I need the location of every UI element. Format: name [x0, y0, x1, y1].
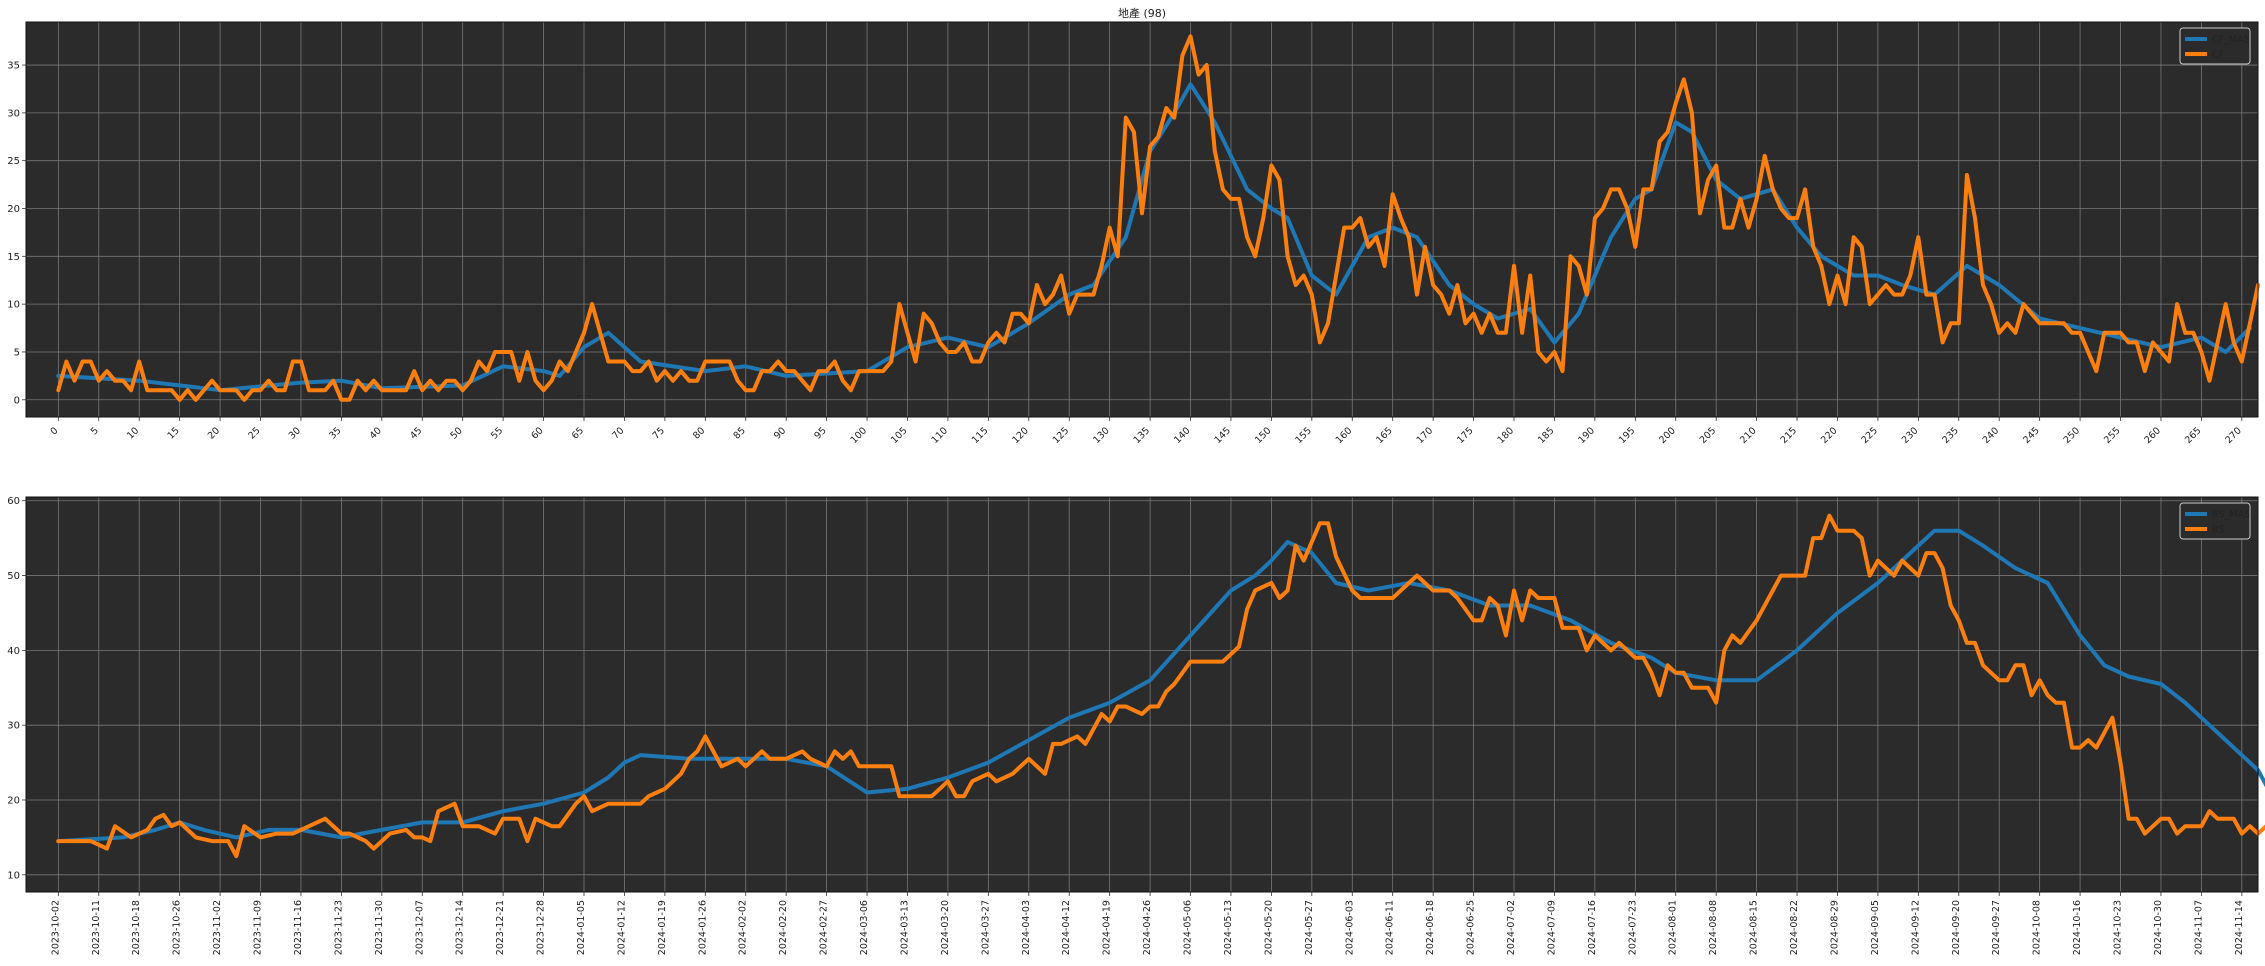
x-tick-label: 2023-11-30	[374, 900, 385, 955]
x-tick-label: 2024-03-20	[940, 900, 951, 955]
x-tick-label: 2024-11-07	[2193, 900, 2204, 955]
x-tick-label: 2024-05-27	[1304, 900, 1315, 955]
x-tick-label: 2023-12-28	[536, 900, 547, 955]
series-line-cf	[56, 34, 2260, 402]
x-tick-label: 2024-09-05	[1870, 900, 1881, 955]
series-line-rs	[56, 513, 2265, 859]
x-tick-label: 2023-11-02	[212, 900, 223, 955]
legend-label: CF_MA5	[2212, 35, 2250, 46]
x-tick-label: 2024-01-12	[616, 900, 627, 955]
x-tick-label: 2024-06-18	[1425, 900, 1436, 955]
x-tick-label: 2024-04-03	[1021, 900, 1032, 955]
x-tick-label: 2024-02-02	[738, 900, 749, 955]
x-tick-label: 2024-04-12	[1061, 900, 1072, 955]
x-tick-label: 2024-04-19	[1102, 900, 1113, 955]
x-tick-label: 2023-11-09	[253, 900, 264, 955]
x-tick-label: 2024-03-13	[899, 900, 910, 955]
y-tick-label: 20	[7, 204, 20, 215]
plot-area	[26, 22, 2258, 417]
x-tick-label: 2024-06-03	[1344, 900, 1355, 955]
x-tick-label: 2024-10-30	[2153, 900, 2164, 955]
y-tick-label: 5	[14, 347, 20, 358]
x-tick-label: 2024-05-20	[1263, 900, 1274, 955]
x-tick-label: 2024-01-26	[697, 900, 708, 955]
x-tick-label: 2023-10-11	[91, 900, 102, 955]
x-tick-label: 2024-07-09	[1546, 900, 1557, 955]
x-tick-label: 2023-11-23	[333, 900, 344, 955]
x-tick-label: 2024-05-06	[1183, 900, 1194, 955]
y-tick-label: 20	[7, 795, 20, 806]
x-tick-label: 2023-10-02	[50, 900, 61, 955]
series-line-cf-ma5	[56, 82, 2252, 393]
legend-label: RS	[2212, 525, 2225, 536]
x-tick-label: 2024-02-20	[778, 900, 789, 955]
x-tick-label: 2023-11-16	[293, 900, 304, 955]
y-tick-label: 25	[7, 156, 20, 167]
x-tick-label: 2024-08-22	[1789, 900, 1800, 955]
y-tick-label: 30	[7, 108, 20, 119]
x-tick-label: 2024-05-13	[1223, 900, 1234, 955]
x-tick-label: 2024-09-27	[1991, 900, 2002, 955]
x-tick-label: 2024-07-23	[1627, 900, 1638, 955]
x-tick-label: 2024-03-06	[859, 900, 870, 955]
x-tick-label: 2024-06-11	[1385, 900, 1396, 955]
x-tick-label: 2024-07-02	[1506, 900, 1517, 955]
x-tick-label: 2024-10-08	[2032, 900, 2043, 955]
y-tick-label: 15	[7, 252, 20, 263]
y-tick-label: 10	[7, 870, 20, 881]
x-tick-label: 2024-01-05	[576, 900, 587, 955]
series-line-rs-ma5	[56, 528, 2265, 844]
x-tick-label: 2023-12-14	[455, 900, 466, 955]
x-tick-label: 2024-08-29	[1829, 900, 1840, 955]
x-tick-label: 2023-10-26	[172, 900, 183, 955]
x-tick-label: 2024-04-26	[1142, 900, 1153, 955]
y-tick-label: 35	[7, 61, 20, 72]
y-tick-label: 10	[7, 300, 20, 311]
legend-label: RS_MA5	[2212, 510, 2250, 521]
x-tick-label: 2024-10-16	[2072, 900, 2083, 955]
plot-frame	[25, 496, 2259, 893]
x-tick-label: 2024-02-27	[819, 900, 830, 955]
chart-bottom: 2023-10-02 2023-10-11 2023-10-18 2023-10-26…	[7, 496, 2265, 955]
x-tick-label: 2023-10-18	[131, 900, 142, 955]
x-tick-label: 2024-10-23	[2113, 900, 2124, 955]
y-tick-label: 60	[7, 496, 20, 507]
chart-top: 0 5 10 15 20 25 30 35 40 45 50 55 60 65 70 75 80 85 90 95 10…	[7, 21, 2260, 446]
y-tick-label: 40	[7, 646, 20, 657]
y-tick-label: 0	[14, 395, 20, 406]
x-tick-label: 2023-12-07	[414, 900, 425, 955]
x-tick-label: 2024-08-01	[1668, 900, 1679, 955]
x-tick-label: 2024-09-20	[1951, 900, 1962, 955]
x-tick-label: 2024-09-12	[1910, 900, 1921, 955]
figure-title: 地產 (98)	[1118, 6, 1166, 20]
plot-frame	[25, 21, 2259, 418]
y-tick-label: 50	[7, 571, 20, 582]
y-tick-label: 30	[7, 721, 20, 732]
x-tick-label: 2024-07-16	[1587, 900, 1598, 955]
x-tick-label: 2024-11-14	[2234, 900, 2245, 955]
x-tick-label: 2024-06-25	[1466, 900, 1477, 955]
x-tick-label: 2024-08-15	[1749, 900, 1760, 955]
x-tick-label: 2023-12-21	[495, 900, 506, 955]
x-tick-label: 2024-01-19	[657, 900, 668, 955]
x-tick-label: 2024-03-27	[980, 900, 991, 955]
legend-label: CF	[2212, 50, 2224, 61]
x-tick-label: 2024-08-08	[1708, 900, 1719, 955]
